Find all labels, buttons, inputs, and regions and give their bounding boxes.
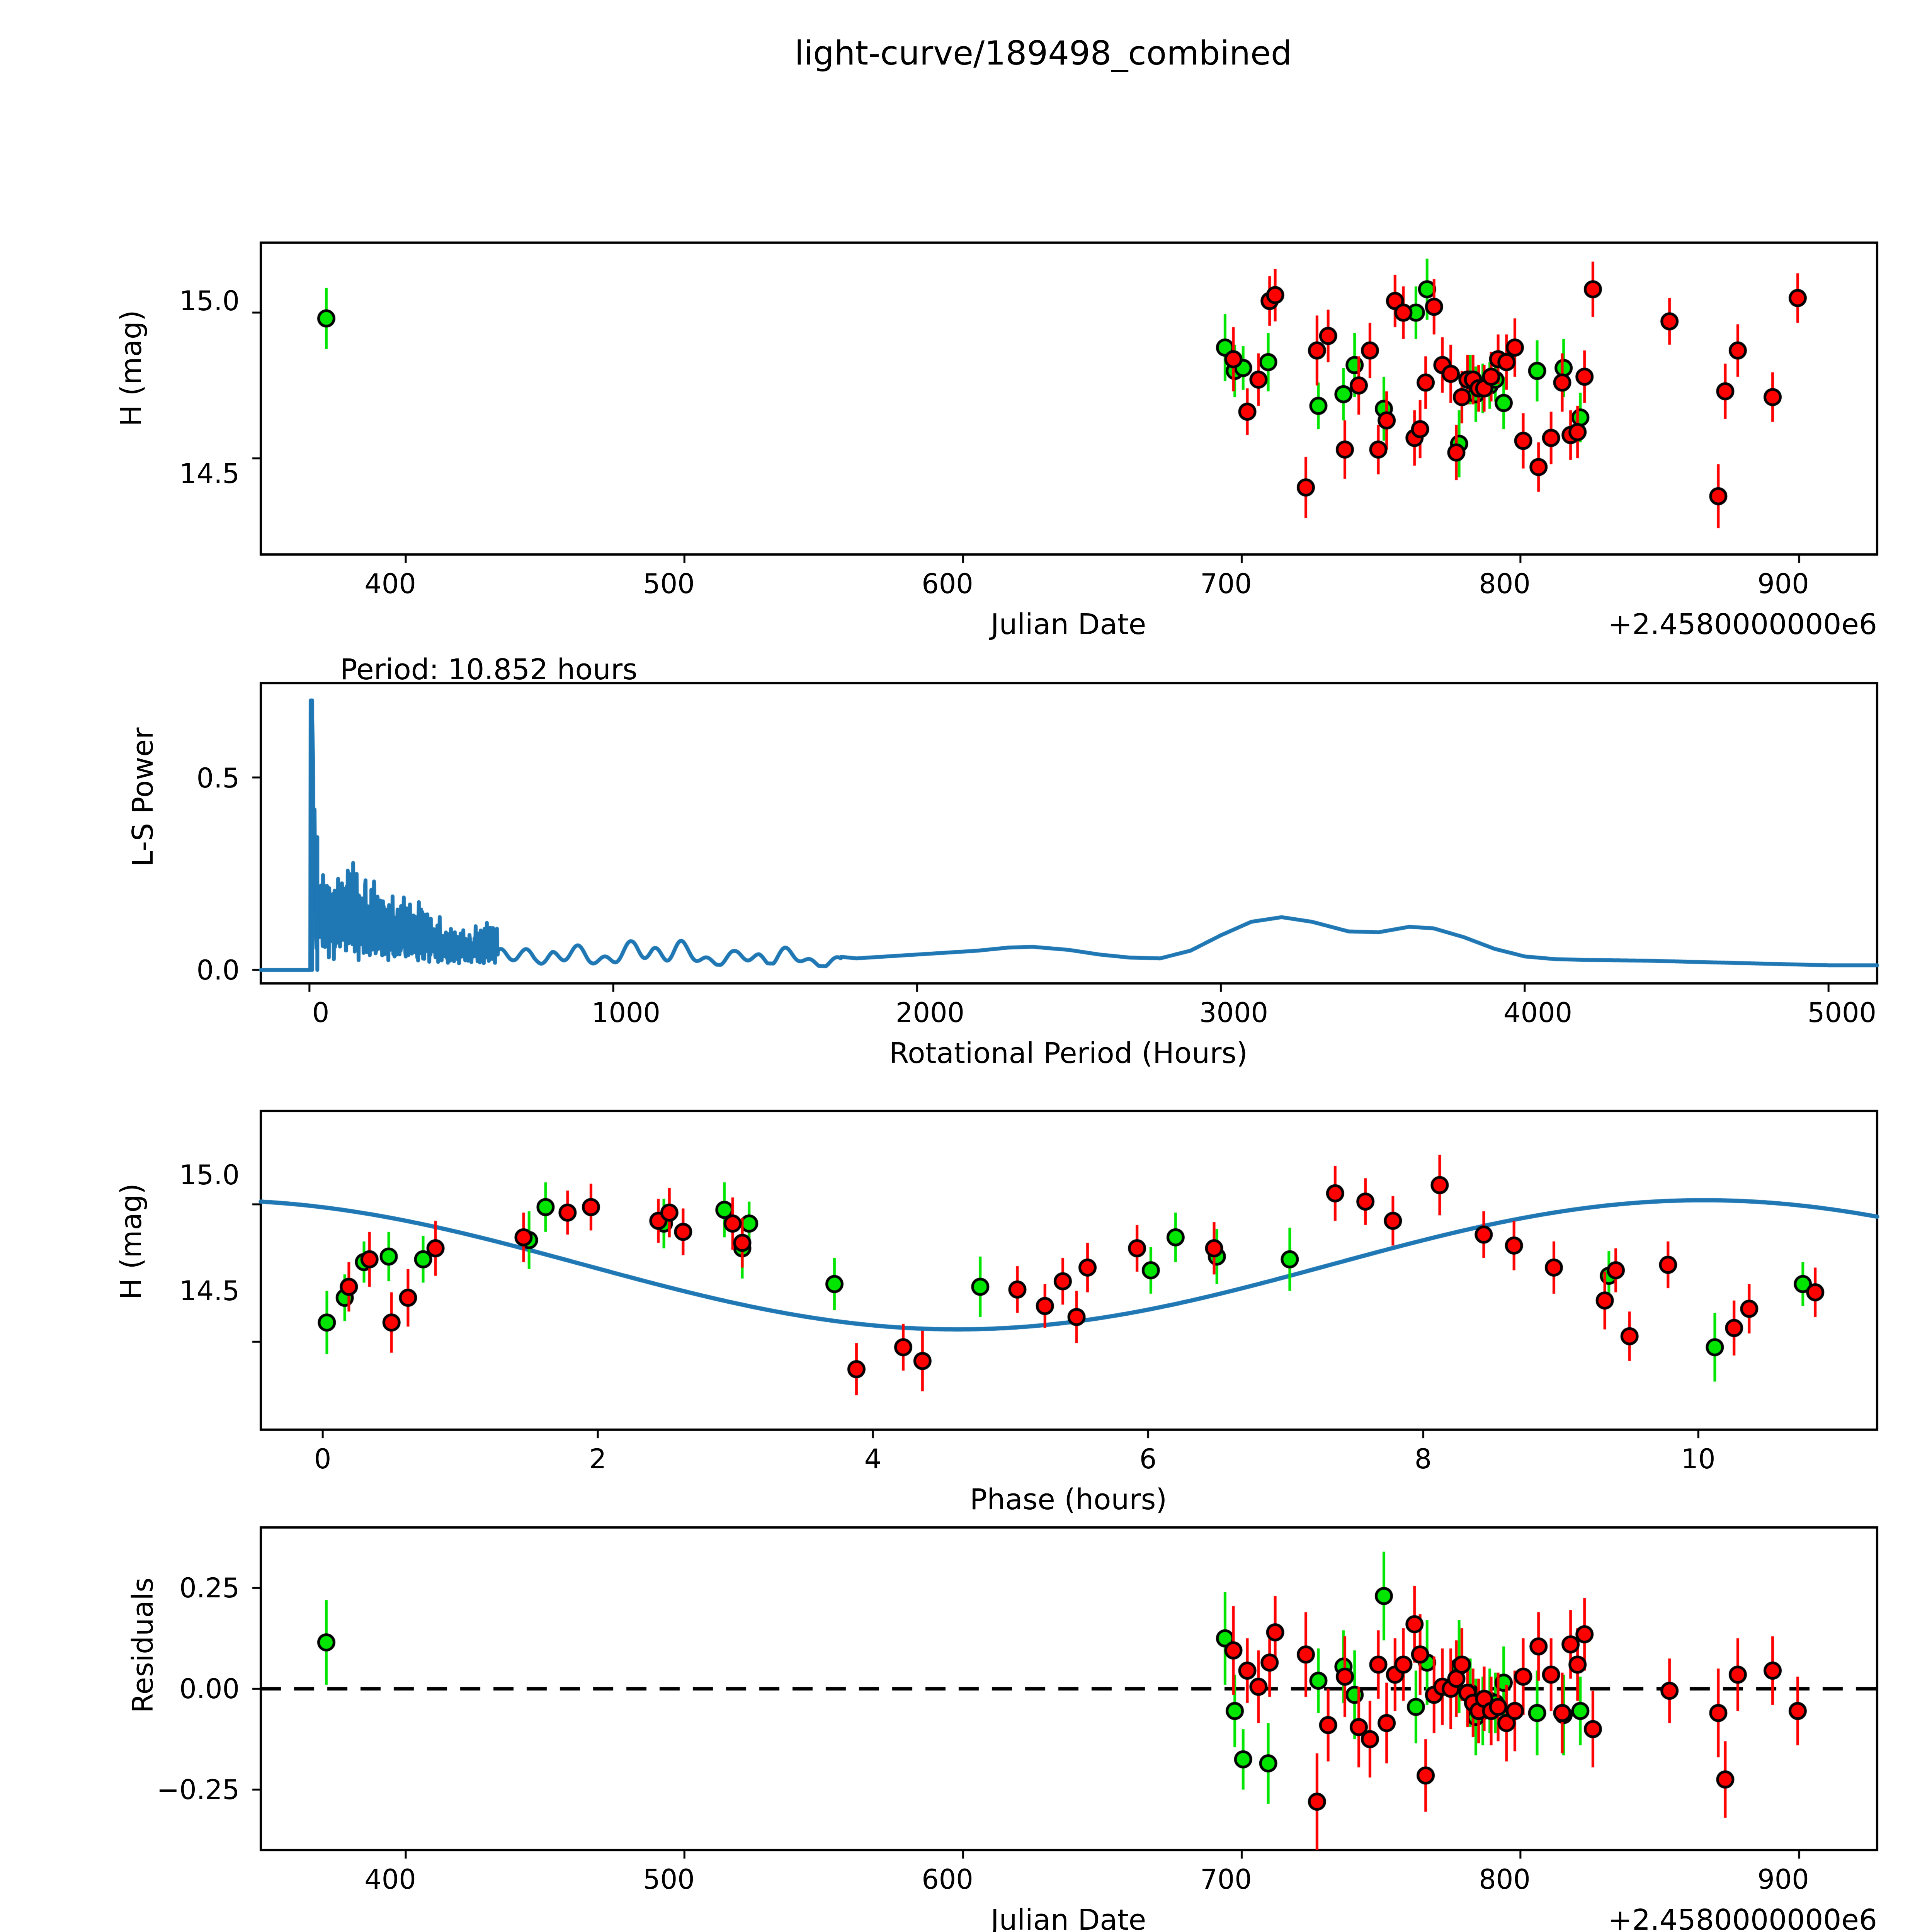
panel4-xtick-4: 800 [1479, 1864, 1531, 1895]
panel4-ytick-2: −0.25 [156, 1774, 240, 1806]
panel4-ytick-1: 0.00 [179, 1673, 240, 1705]
panel1-ytick-0: 15.0 [179, 285, 240, 317]
figure-title: light-curve/189498_combined [794, 34, 1292, 73]
panel3-xtick-1: 2 [589, 1443, 607, 1475]
panel1-ytick-1: 14.5 [179, 458, 240, 490]
panel2-ytick-1: 0.0 [196, 954, 240, 986]
panel2-xtick-5: 5000 [1807, 997, 1877, 1029]
panel1-xtick-0: 400 [364, 568, 416, 600]
panel4-x-offset-label: +2.4580000000e6 [1608, 1903, 1877, 1932]
panel1-x-offset-label: +2.4580000000e6 [1608, 608, 1877, 641]
panel1-xtick-5: 900 [1757, 568, 1809, 600]
panel2-xtick-4: 4000 [1503, 997, 1573, 1029]
panel2-xtick-1: 1000 [591, 997, 661, 1029]
panel2-xtick-0: 0 [312, 997, 330, 1029]
panel4-xtick-2: 600 [922, 1864, 973, 1895]
panel1-xtick-1: 500 [643, 568, 695, 600]
panel2-ylabel: L-S Power [126, 727, 160, 867]
panel3-ytick-1: 14.5 [179, 1275, 240, 1307]
panel2-xtick-2: 2000 [895, 997, 965, 1029]
panel4-ytick-0: 0.25 [179, 1572, 240, 1604]
panel4-ylabel: Residuals [126, 1577, 160, 1713]
panel3-xtick-0: 0 [314, 1443, 332, 1475]
panel1-xtick-2: 600 [922, 568, 973, 600]
panel4-xlabel: Julian Date [990, 1903, 1146, 1932]
panel4-xtick-3: 700 [1200, 1864, 1252, 1895]
panel1-xtick-4: 800 [1479, 568, 1531, 600]
panel1-xlabel: Julian Date [990, 608, 1146, 641]
panel2-title: Period: 10.852 hours [340, 653, 638, 686]
panel2-xlabel: Rotational Period (Hours) [889, 1037, 1248, 1070]
panel3-xtick-2: 4 [864, 1443, 882, 1475]
panel2-ytick-0: 0.5 [196, 762, 240, 794]
panel2-xtick-3: 3000 [1199, 997, 1269, 1029]
panel3-xtick-4: 8 [1414, 1443, 1432, 1475]
panel3-xtick-3: 6 [1139, 1443, 1157, 1475]
panel4-xtick-5: 900 [1757, 1864, 1809, 1895]
panel4-xtick-0: 400 [364, 1864, 416, 1895]
panel3-xtick-5: 10 [1681, 1443, 1716, 1475]
panel4-xtick-1: 500 [643, 1864, 695, 1895]
panel1-xtick-3: 700 [1200, 568, 1252, 600]
panel3-xlabel: Phase (hours) [969, 1483, 1167, 1516]
panel3-ytick-0: 15.0 [179, 1159, 240, 1191]
